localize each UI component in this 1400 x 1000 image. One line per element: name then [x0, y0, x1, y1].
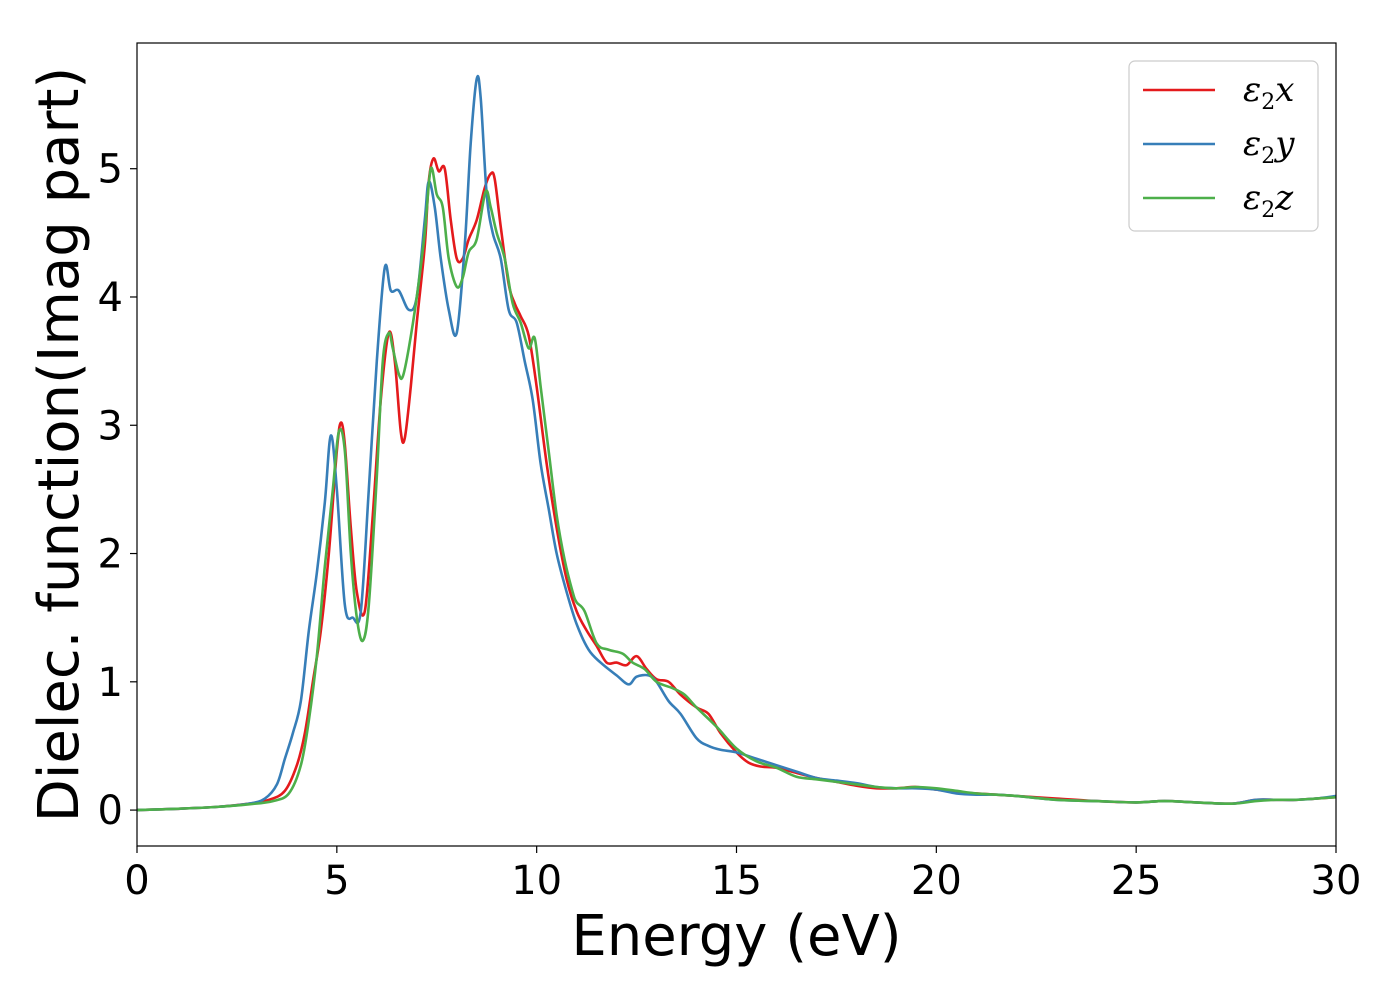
- y-axis-ticks: 0 1 2 3 4 5: [98, 147, 137, 834]
- x-tick-label: 5: [324, 858, 349, 904]
- legend-symbol: ε: [1243, 70, 1261, 110]
- series-line-x: [136, 157, 1337, 812]
- legend-label-z: ε2z: [1243, 178, 1294, 223]
- legend-subscript: 2: [1261, 144, 1275, 169]
- y-tick-label: 0: [98, 788, 123, 834]
- x-tick-label: 15: [711, 858, 762, 904]
- series-line-y: [136, 74, 1337, 812]
- legend-box: [1128, 60, 1319, 232]
- legend-label-y: ε2y: [1243, 124, 1295, 169]
- y-tick-label: 5: [98, 147, 123, 193]
- series-line-z: [136, 166, 1337, 812]
- legend-variable: z: [1274, 178, 1294, 218]
- x-axis-ticks: 0 5 10 15 20 25 30: [124, 846, 1361, 904]
- legend-subscript: 2: [1261, 198, 1275, 223]
- legend-symbol: ε: [1243, 178, 1261, 218]
- legend-subscript: 2: [1261, 90, 1275, 115]
- x-tick-label: 30: [1311, 858, 1362, 904]
- legend-symbol: ε: [1243, 124, 1261, 164]
- x-axis-label: Energy (eV): [571, 904, 901, 969]
- x-tick-label: 0: [124, 858, 149, 904]
- y-tick-label: 1: [98, 660, 123, 706]
- y-tick-label: 4: [98, 275, 123, 321]
- legend-variable: y: [1273, 124, 1295, 164]
- x-tick-label: 25: [1111, 858, 1162, 904]
- x-tick-label: 20: [911, 858, 962, 904]
- series-layer: [136, 74, 1337, 812]
- legend-label-x: ε2x: [1243, 70, 1294, 115]
- y-tick-label: 2: [98, 532, 123, 578]
- y-axis-label: Dielec. function(Imag part): [27, 67, 92, 823]
- x-tick-label: 10: [511, 858, 562, 904]
- y-tick-label: 3: [98, 403, 123, 449]
- legend-variable: x: [1275, 70, 1294, 110]
